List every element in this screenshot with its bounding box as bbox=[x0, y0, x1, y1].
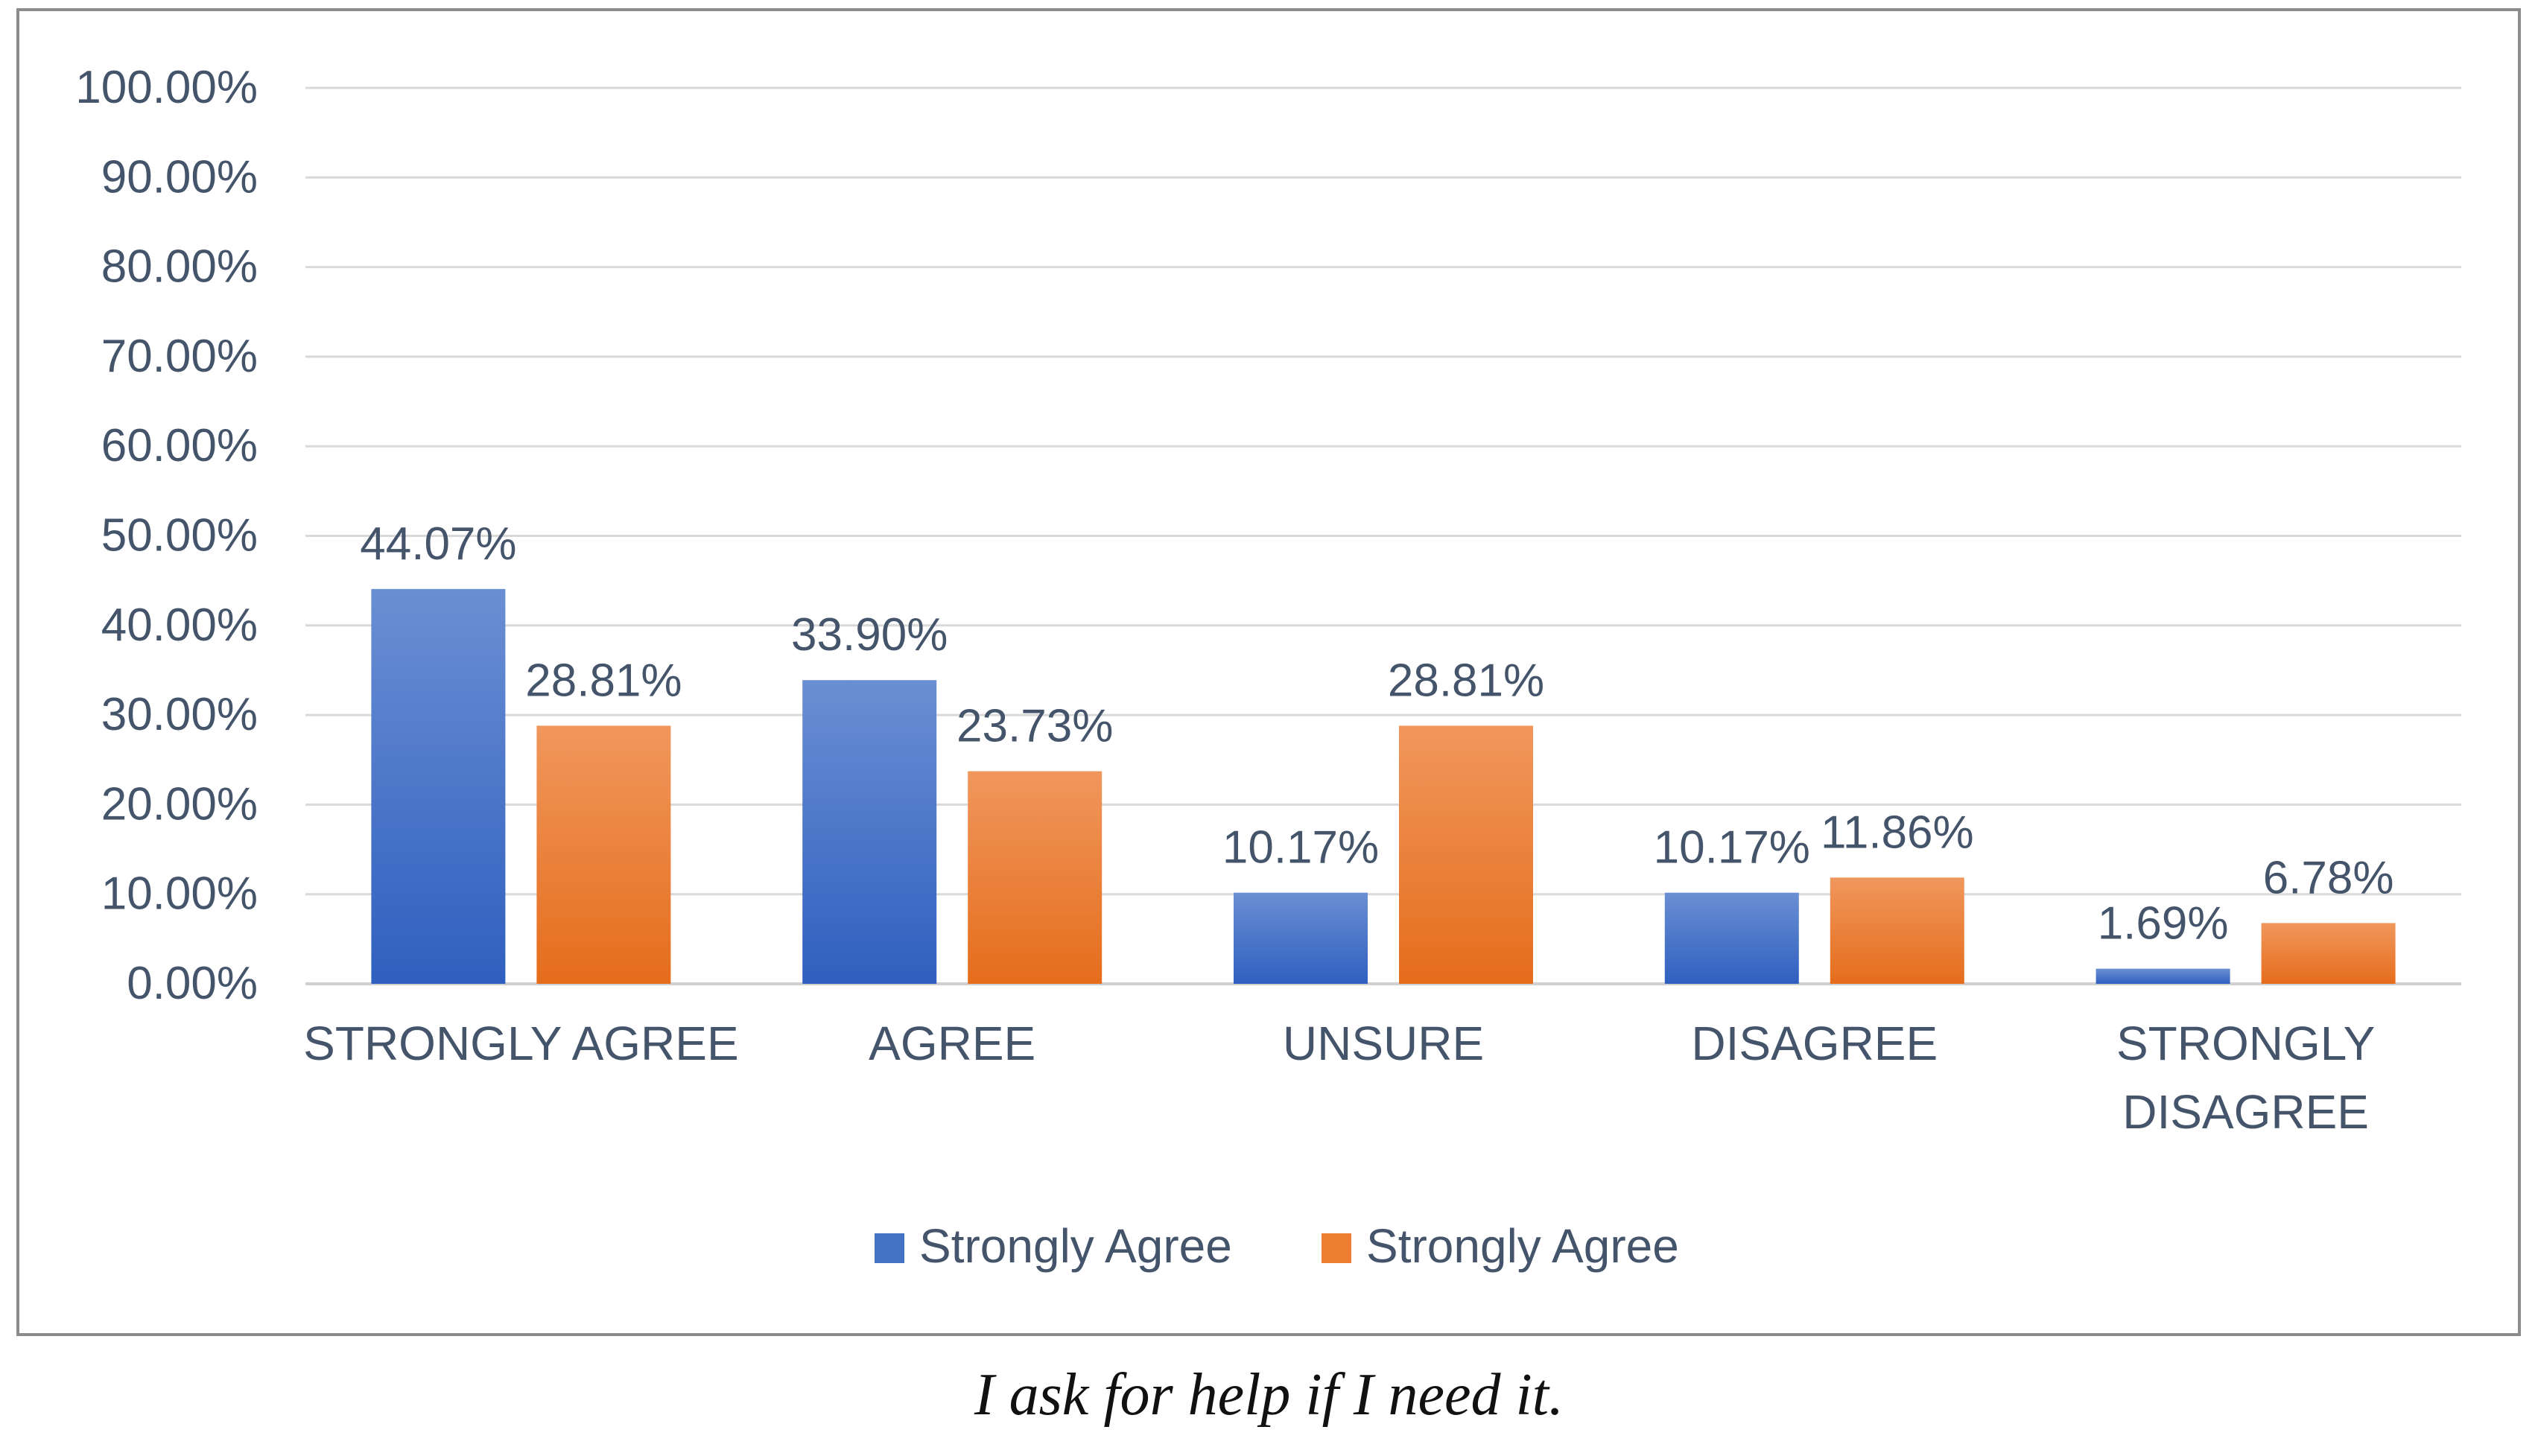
category-label: DISAGREE bbox=[2122, 1085, 2369, 1139]
legend: Strongly Agree Strongly Agree bbox=[875, 1219, 1679, 1273]
x-axis-categories: STRONGLY AGREE AGREE UNSURE DISAGREE STRONGL… bbox=[303, 1017, 2375, 1139]
legend-swatch bbox=[1322, 1233, 1351, 1263]
data-label: 10.17% bbox=[1222, 822, 1379, 874]
y-tick-label: 80.00% bbox=[101, 241, 258, 293]
legend-label: Strongly Agree bbox=[1366, 1219, 1679, 1273]
bar-series-1-0 bbox=[371, 588, 506, 984]
bar-series-2-4 bbox=[2261, 923, 2396, 984]
y-tick-label: 0.00% bbox=[127, 958, 258, 1009]
bar-series-1-3 bbox=[1664, 892, 1799, 984]
y-tick-label: 60.00% bbox=[101, 420, 258, 471]
bar-series-2-0 bbox=[536, 725, 671, 984]
data-label: 33.90% bbox=[791, 609, 948, 661]
bars bbox=[371, 588, 2396, 984]
category-label: STRONGLY AGREE bbox=[303, 1017, 738, 1070]
data-label: 28.81% bbox=[1388, 655, 1544, 706]
data-label: 28.81% bbox=[525, 655, 682, 706]
category-label: DISAGREE bbox=[1691, 1017, 1938, 1070]
bar-series-1-1 bbox=[802, 680, 937, 984]
data-labels: 44.07% 28.81% 33.90%23.73% 10.17% 28.81% 10.1… bbox=[360, 518, 2393, 950]
data-label: 23.73% bbox=[956, 701, 1113, 752]
data-label: 11.86% bbox=[1821, 807, 1974, 858]
bar-series-2-1 bbox=[968, 771, 1103, 984]
y-tick-label: 30.00% bbox=[101, 689, 258, 740]
bar-series-1-2 bbox=[1234, 892, 1368, 984]
data-label: 1.69% bbox=[2098, 898, 2229, 950]
y-tick-label: 40.00% bbox=[101, 600, 258, 651]
legend-label: Strongly Agree bbox=[919, 1219, 1232, 1273]
bar-chart: 0.00% 10.00% 20.00% 30.00% 40.00% 50.00% 60.00… bbox=[75, 62, 2461, 1273]
y-tick-label: 20.00% bbox=[101, 778, 258, 830]
figure-caption: I ask for help if I need it. bbox=[974, 1362, 1564, 1428]
chart-frame: 0.00% 10.00% 20.00% 30.00% 40.00% 50.00% 60.00… bbox=[16, 8, 2521, 1336]
bar-series-2-2 bbox=[1399, 725, 1533, 984]
data-label: 6.78% bbox=[2263, 852, 2394, 903]
y-tick-label: 10.00% bbox=[101, 868, 258, 920]
data-label: 10.17% bbox=[1654, 822, 1810, 874]
category-label: STRONGLY bbox=[2116, 1017, 2375, 1070]
legend-swatch bbox=[875, 1233, 904, 1263]
category-label: AGREE bbox=[869, 1017, 1035, 1070]
category-label: UNSURE bbox=[1283, 1017, 1484, 1070]
data-label: 44.07% bbox=[360, 518, 516, 570]
y-axis-ticks: 0.00% 10.00% 20.00% 30.00% 40.00% 50.00% 60.00… bbox=[75, 62, 258, 1009]
bar-series-1-4 bbox=[2096, 968, 2230, 984]
y-tick-label: 50.00% bbox=[101, 510, 258, 562]
y-tick-label: 90.00% bbox=[101, 151, 258, 203]
y-tick-label: 70.00% bbox=[101, 331, 258, 382]
bar-series-2-3 bbox=[1830, 877, 1964, 984]
y-tick-label: 100.00% bbox=[75, 62, 258, 113]
